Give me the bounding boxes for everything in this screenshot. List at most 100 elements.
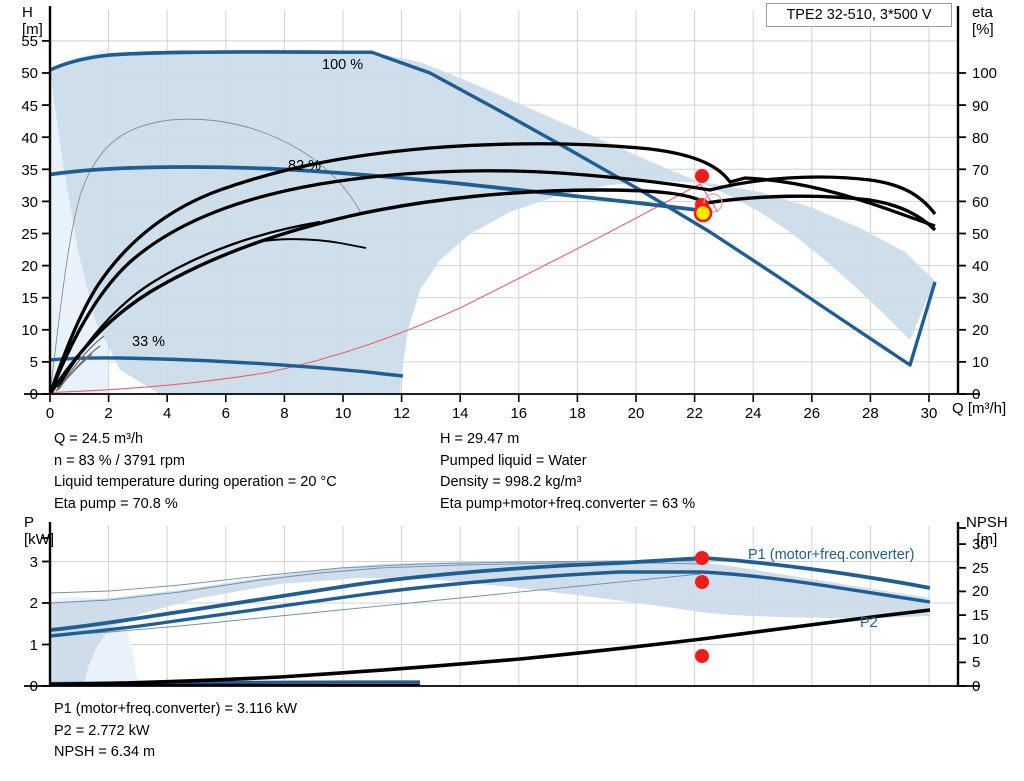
svg-text:28: 28 xyxy=(862,405,879,420)
info-density: Density = 998.2 kg/m³ xyxy=(440,474,582,490)
duty-marker-head[interactable] xyxy=(693,203,713,223)
svg-text:45: 45 xyxy=(21,98,38,115)
svg-text:50: 50 xyxy=(972,226,989,243)
power-npsh-chart: 0 1 2 3 0 5 10 15 20 25 30 P [kW] NPSH [… xyxy=(0,514,1024,698)
power-thin-boundary-3 xyxy=(50,560,700,594)
svg-text:22: 22 xyxy=(686,405,703,420)
svg-text:20: 20 xyxy=(628,405,645,420)
svg-text:10: 10 xyxy=(21,322,38,339)
svg-text:40: 40 xyxy=(21,130,38,147)
head-right-ticks xyxy=(958,72,966,395)
svg-text:1: 1 xyxy=(30,637,38,654)
power-y-left-tick-labels: 0 1 2 3 xyxy=(30,554,38,695)
svg-text:30: 30 xyxy=(972,290,989,307)
head-eta-chart-svg: 0 5 10 15 20 25 30 35 40 45 50 55 0 10 2… xyxy=(21,6,997,420)
eta-pump-curve xyxy=(50,141,936,394)
svg-text:30: 30 xyxy=(921,405,938,420)
head-envelope-main xyxy=(50,52,935,394)
series-label-p1: P1 (motor+freq.converter) xyxy=(748,547,915,563)
info-liquid: Pumped liquid = Water xyxy=(440,452,587,469)
power-y-left-axis-title: P [kW] xyxy=(24,514,54,548)
duty-marker-p1[interactable] xyxy=(695,551,709,565)
head-left-ticks xyxy=(42,40,50,395)
power-curve-p2 xyxy=(50,570,931,638)
power-thin-boundary-2 xyxy=(50,573,701,637)
head-y-right-tick-labels: 0 10 20 30 40 50 60 70 80 90 100 xyxy=(972,65,997,403)
head-y-right-axis-title-line1: eta xyxy=(972,4,993,21)
info-q: Q = 24.5 m³/h xyxy=(54,431,144,447)
svg-text:5: 5 xyxy=(30,354,38,371)
svg-text:6: 6 xyxy=(222,405,230,420)
pump-model-title: TPE2 32-510, 3*500 V xyxy=(786,7,932,23)
eta-aux-curve-4 xyxy=(57,345,101,391)
svg-text:16: 16 xyxy=(510,405,527,420)
head-thin-boundary-1 xyxy=(50,118,363,394)
svg-text:90: 90 xyxy=(972,98,989,115)
info-npsh: NPSH = 6.34 m xyxy=(54,744,156,760)
info-temp: Liquid temperature during operation = 20… xyxy=(54,474,337,490)
duty-marker-eta-pump[interactable] xyxy=(695,169,709,183)
svg-text:25: 25 xyxy=(21,226,38,243)
power-y-left-axis-title-line2: [kW] xyxy=(24,531,54,548)
svg-text:20: 20 xyxy=(972,322,989,339)
svg-text:0: 0 xyxy=(972,386,980,403)
info-n: n = 83 % / 3791 rpm xyxy=(54,452,185,469)
svg-text:30: 30 xyxy=(972,536,989,553)
speed-label-33: 33 % xyxy=(132,334,166,350)
head-eta-chart: 0 5 10 15 20 25 30 35 40 45 50 55 0 10 2… xyxy=(21,4,1007,420)
head-y-left-tick-labels: 0 5 10 15 20 25 30 35 40 45 50 55 xyxy=(21,33,38,403)
svg-text:4: 4 xyxy=(163,405,171,420)
operating-data-right: H = 29.47 m Pumped liquid = Water Densit… xyxy=(440,429,695,515)
svg-text:0: 0 xyxy=(46,405,54,420)
eta-aux-curve-2 xyxy=(255,238,367,249)
duty-marker-npsh[interactable] xyxy=(695,649,709,663)
power-curve-p1 xyxy=(50,556,931,632)
series-label-p2: P2 xyxy=(860,615,878,631)
svg-text:100: 100 xyxy=(972,65,997,82)
head-curve-100-flat xyxy=(109,50,373,57)
power-y-right-axis-title-line1: NPSH xyxy=(966,514,1008,531)
speed-label-100: 100 % xyxy=(322,57,364,73)
svg-text:50: 50 xyxy=(21,65,38,82)
power-y-left-axis-title-line1: P xyxy=(24,514,35,531)
svg-text:10: 10 xyxy=(972,631,989,648)
svg-text:10: 10 xyxy=(972,354,989,371)
svg-text:30: 30 xyxy=(21,194,38,211)
head-y-right-axis-title-line2: [%] xyxy=(972,21,994,38)
power-left-ticks xyxy=(42,537,50,687)
speed-label-82: 82 % xyxy=(288,158,322,174)
head-y-left-axis-title-line1: H xyxy=(22,4,33,21)
pump-model-title-box: TPE2 32-510, 3*500 V xyxy=(766,3,952,27)
svg-text:3: 3 xyxy=(30,554,38,571)
svg-text:70: 70 xyxy=(972,162,989,179)
svg-text:8: 8 xyxy=(280,405,288,420)
head-x-axis-title: Q [m³/h] xyxy=(952,400,1007,417)
eta-total-curve xyxy=(50,188,937,394)
head-y-right-axis-title: eta [%] xyxy=(972,4,994,38)
power-y-right-axis-title: NPSH [m] xyxy=(966,514,1008,548)
svg-text:60: 60 xyxy=(972,194,989,211)
info-p2: P2 = 2.772 kW xyxy=(54,722,150,739)
duty-marker-ghost-ring xyxy=(703,193,723,213)
eta-pump-curve-main xyxy=(50,169,937,394)
svg-text:40: 40 xyxy=(972,258,989,275)
head-x-tick-labels: 0 2 4 6 8 10 12 14 16 18 20 22 24 26 28 … xyxy=(46,405,938,420)
svg-text:5: 5 xyxy=(972,654,980,671)
npsh-curve xyxy=(50,608,931,686)
eta-aux-curve-5 xyxy=(55,353,93,392)
power-right-ticks xyxy=(958,527,966,687)
svg-text:2: 2 xyxy=(30,595,38,612)
npsh-thin-red-curve xyxy=(50,183,719,394)
duty-marker-p2[interactable] xyxy=(695,575,709,589)
svg-text:0: 0 xyxy=(972,678,980,695)
svg-text:0: 0 xyxy=(30,386,38,403)
eta-aux-curve-1 xyxy=(57,220,321,389)
power-y-right-tick-labels: 0 5 10 15 20 25 30 xyxy=(972,536,989,695)
svg-text:15: 15 xyxy=(21,290,38,307)
head-x-ticks xyxy=(49,394,930,402)
info-eta-total: Eta pump+motor+freq.converter = 63 % xyxy=(440,495,696,512)
svg-text:24: 24 xyxy=(745,405,762,420)
info-eta-pump: Eta pump = 70.8 % xyxy=(54,495,178,512)
head-y-left-axis-title: H [m] xyxy=(22,4,43,38)
